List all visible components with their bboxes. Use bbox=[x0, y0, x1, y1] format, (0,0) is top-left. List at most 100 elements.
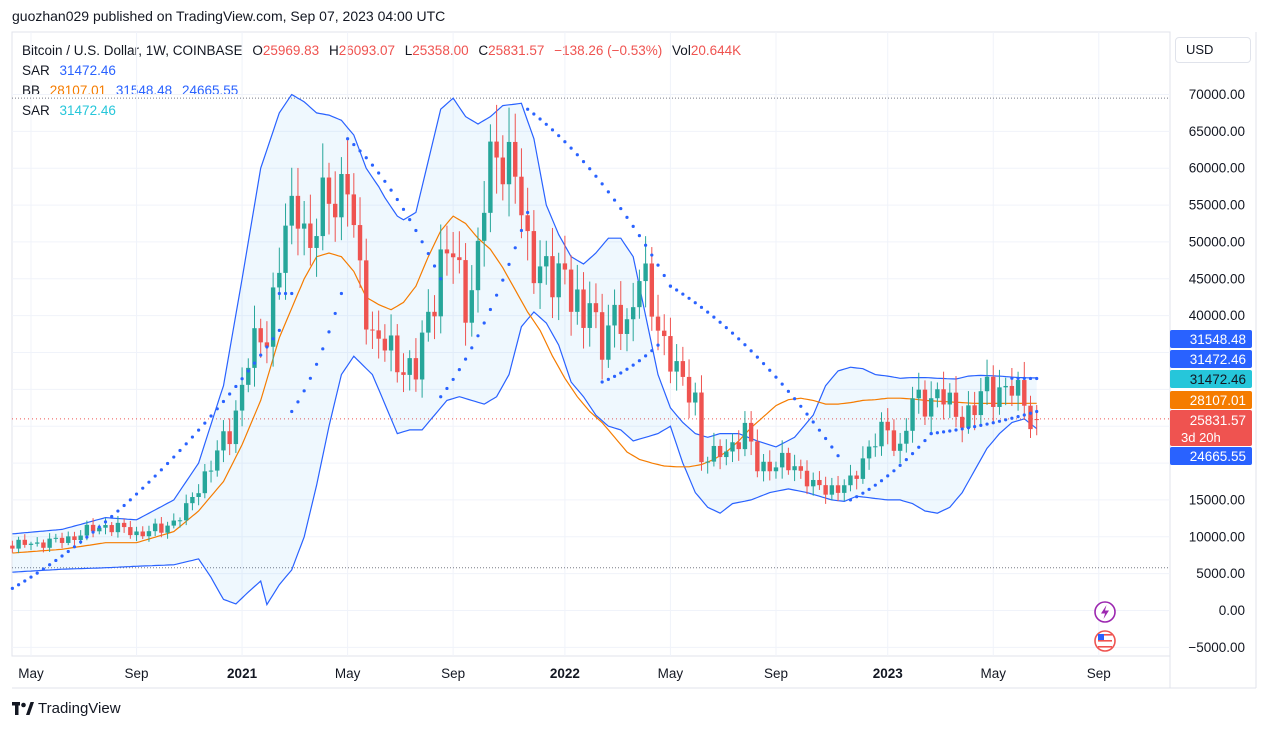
candle-body bbox=[724, 451, 729, 458]
x-tick-label: May bbox=[18, 666, 44, 681]
sar-dot bbox=[141, 486, 145, 490]
sar-dot bbox=[308, 376, 312, 380]
candle-body bbox=[786, 452, 791, 471]
candle-body bbox=[320, 177, 325, 237]
sar-dot bbox=[606, 377, 610, 381]
sar-dot bbox=[153, 474, 157, 478]
candle-body bbox=[28, 543, 34, 545]
sar-dot bbox=[240, 377, 244, 381]
legend-sar2-label: SAR bbox=[22, 103, 50, 118]
x-tick-label: Sep bbox=[125, 666, 149, 681]
candle-body bbox=[730, 442, 735, 452]
bollinger-upper-line bbox=[12, 93, 1037, 535]
sar-dot bbox=[54, 558, 58, 563]
candle-body bbox=[531, 231, 537, 284]
sar-dot bbox=[501, 278, 505, 282]
sar-dot bbox=[389, 188, 393, 192]
candle-body bbox=[693, 392, 698, 403]
sar-dot bbox=[724, 326, 728, 330]
candle-body bbox=[562, 263, 568, 270]
publisher-line: guozhan029 published on TradingView.com,… bbox=[12, 8, 446, 24]
candle-body bbox=[395, 335, 400, 373]
sar-dot bbox=[817, 428, 822, 432]
sar-dot bbox=[656, 343, 660, 347]
sar-dot bbox=[594, 174, 598, 178]
sar-dot bbox=[495, 293, 499, 297]
candle-body bbox=[817, 479, 822, 486]
candle-body bbox=[326, 177, 332, 204]
candle-body bbox=[705, 461, 710, 463]
legend-sar-label: SAR bbox=[22, 63, 50, 78]
candle-body bbox=[686, 376, 692, 403]
us-flag-canton bbox=[1098, 634, 1104, 640]
sar-dot bbox=[277, 291, 281, 296]
candle-body bbox=[879, 421, 884, 447]
candle-body bbox=[550, 256, 555, 298]
candle-body bbox=[121, 522, 127, 528]
sar-dot bbox=[824, 436, 828, 441]
candle-body bbox=[916, 389, 921, 399]
legend-change: −138.26 (−0.53%) bbox=[554, 43, 663, 58]
y-tick-label: −5000.00 bbox=[1188, 640, 1245, 655]
sar-dot bbox=[830, 445, 834, 449]
sar-dot bbox=[346, 137, 350, 141]
candle-body bbox=[252, 328, 257, 368]
candle-body bbox=[419, 332, 425, 380]
candle-body bbox=[227, 431, 232, 445]
legend-symbol[interactable]: Bitcoin / U.S. Dollar, 1W, COINBASE bbox=[22, 43, 243, 58]
sar-dot bbox=[569, 146, 573, 150]
lightning-icon[interactable] bbox=[1094, 601, 1116, 623]
candle-body bbox=[159, 523, 164, 533]
sar-dot bbox=[588, 167, 592, 171]
candle-body bbox=[370, 329, 375, 331]
sar-dot bbox=[519, 228, 524, 233]
candle-body bbox=[773, 467, 779, 472]
candle-body bbox=[823, 485, 828, 495]
badge-bb-lower: 24665.55 bbox=[1170, 447, 1252, 465]
candle-body bbox=[500, 157, 506, 185]
sar-dot bbox=[544, 122, 548, 126]
badge-sar2-text: 31472.46 bbox=[1190, 372, 1246, 387]
candle-body bbox=[717, 445, 723, 458]
sar-dot bbox=[432, 264, 437, 268]
footer-brand[interactable]: TradingView bbox=[12, 700, 121, 717]
candle-body bbox=[388, 335, 394, 351]
sar-dot bbox=[861, 491, 865, 495]
legend-sar-row[interactable]: SAR 31472.46 bbox=[22, 61, 747, 81]
candle-body bbox=[947, 392, 952, 405]
candle-body bbox=[748, 422, 754, 442]
sar-dot bbox=[23, 579, 27, 583]
legend-sar-value: 31472.46 bbox=[59, 63, 116, 78]
candle-body bbox=[196, 493, 201, 497]
candle-body bbox=[109, 525, 114, 533]
sar-dot bbox=[252, 361, 257, 365]
sar-dot bbox=[780, 382, 784, 386]
legend-high: H26093.07 bbox=[328, 43, 395, 58]
candle-body bbox=[599, 312, 605, 360]
badge-sar2: 31472.46 bbox=[1170, 370, 1252, 388]
sar-dot bbox=[923, 438, 927, 443]
sar-dot bbox=[48, 563, 52, 567]
legend-sar2-row[interactable]: SAR 31472.46 bbox=[22, 101, 747, 121]
badge-bb-upper-text: 31548.48 bbox=[1190, 332, 1246, 347]
sar-dot bbox=[364, 156, 368, 160]
sar-dot bbox=[488, 307, 492, 312]
y-tick-label: 40000.00 bbox=[1189, 308, 1245, 323]
candle-body bbox=[283, 225, 288, 273]
candle-body bbox=[463, 260, 468, 323]
bollinger-band-fill bbox=[12, 94, 1037, 605]
candle-body bbox=[47, 538, 52, 548]
badge-sar-bg bbox=[1170, 350, 1252, 368]
candle-body bbox=[860, 458, 866, 479]
sar-dot bbox=[836, 454, 840, 458]
us-flag-icon[interactable] bbox=[1094, 630, 1116, 652]
candle-body bbox=[84, 524, 90, 536]
sar-dot bbox=[1004, 418, 1008, 422]
candle-body bbox=[22, 539, 27, 545]
sar-dot bbox=[184, 442, 188, 446]
sar-dot bbox=[867, 487, 871, 491]
sar-dot bbox=[650, 349, 654, 353]
currency-selector[interactable]: USD bbox=[1175, 37, 1251, 63]
x-tick-label: Sep bbox=[1087, 666, 1111, 681]
